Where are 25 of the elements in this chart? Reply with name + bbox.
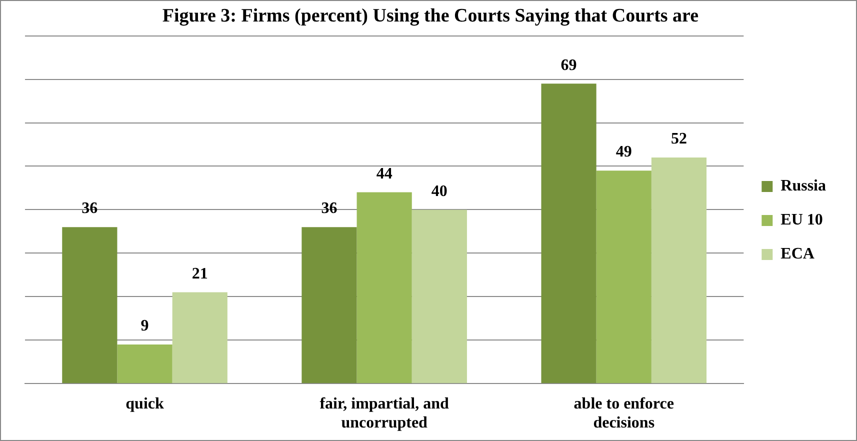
bar <box>172 292 228 384</box>
bar <box>541 84 596 384</box>
bar <box>596 170 652 384</box>
data-label: 36 <box>82 200 98 218</box>
data-label: 40 <box>431 182 448 200</box>
data-label: 69 <box>560 56 577 74</box>
legend-label: EU 10 <box>780 212 823 229</box>
data-label: 49 <box>616 144 632 161</box>
x-tick-label: quick <box>126 395 164 412</box>
legend-label: ECA <box>780 246 815 263</box>
x-tick-label: fair, impartial, and uncorrupted <box>320 395 450 432</box>
bar <box>412 210 467 384</box>
data-label: 44 <box>376 165 392 182</box>
data-label: 36 <box>321 200 338 218</box>
bar <box>302 227 357 384</box>
x-tick-label: able to enforce decisions <box>574 395 674 432</box>
bar <box>651 158 707 384</box>
bar <box>62 227 118 384</box>
chart-title: Figure 3: Firms (percent) Using the Courts Saying that Courts are <box>162 5 699 26</box>
bar <box>117 344 172 384</box>
bar <box>356 192 412 384</box>
data-label: 9 <box>140 318 149 335</box>
data-label: 52 <box>670 130 687 148</box>
legend-label: Russia <box>780 178 826 195</box>
data-label: 21 <box>192 265 208 282</box>
